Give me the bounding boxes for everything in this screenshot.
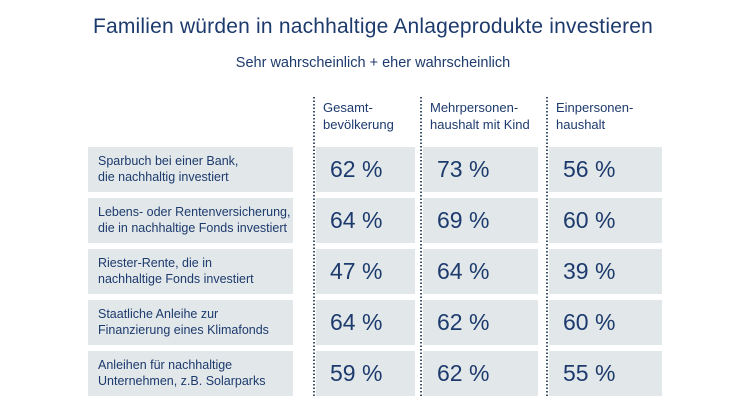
page-title: Familien würden in nachhaltige Anlagepro… bbox=[92, 15, 654, 38]
value-cell: 73 % bbox=[423, 147, 538, 192]
value-cell: 62 % bbox=[316, 147, 415, 192]
row-label: Anleihen für nachhaltige Unternehmen, z.… bbox=[88, 351, 293, 396]
value-cell: 62 % bbox=[423, 300, 538, 345]
table-row: Anleihen für nachhaltige Unternehmen, z.… bbox=[88, 351, 662, 396]
row-label: Riester-Rente, die in nachhaltige Fonds … bbox=[88, 249, 293, 294]
column-divider-dotted-line bbox=[313, 97, 315, 396]
value-cell: 60 % bbox=[549, 198, 662, 243]
table-row: Sparbuch bei einer Bank, die nachhaltig … bbox=[88, 147, 662, 192]
column-header-einpersonenhaushalt: Einpersonen- haushalt bbox=[556, 100, 634, 132]
column-divider-dotted-line bbox=[420, 97, 422, 396]
column-divider-dotted-line bbox=[546, 97, 548, 396]
column-header-gesamtbevoelkerung: Gesamt- bevölkerung bbox=[323, 100, 394, 132]
value-cell: 64 % bbox=[316, 198, 415, 243]
table-row: Staatliche Anleihe zur Finanzierung eine… bbox=[88, 300, 662, 345]
row-label: Sparbuch bei einer Bank, die nachhaltig … bbox=[88, 147, 293, 192]
value-cell: 56 % bbox=[549, 147, 662, 192]
table-row: Riester-Rente, die in nachhaltige Fonds … bbox=[88, 249, 662, 294]
value-cell: 59 % bbox=[316, 351, 415, 396]
value-cell: 55 % bbox=[549, 351, 662, 396]
value-cell: 69 % bbox=[423, 198, 538, 243]
value-cell: 60 % bbox=[549, 300, 662, 345]
value-cell: 39 % bbox=[549, 249, 662, 294]
value-cell: 64 % bbox=[316, 300, 415, 345]
row-label: Lebens- oder Rentenversicherung, die in … bbox=[88, 198, 293, 243]
table-row: Lebens- oder Rentenversicherung, die in … bbox=[88, 198, 662, 243]
page-subtitle: Sehr wahrscheinlich + eher wahrscheinlic… bbox=[235, 55, 511, 71]
value-cell: 64 % bbox=[423, 249, 538, 294]
row-label: Staatliche Anleihe zur Finanzierung eine… bbox=[88, 300, 293, 345]
value-cell: 62 % bbox=[423, 351, 538, 396]
value-cell: 47 % bbox=[316, 249, 415, 294]
column-header-mehrpersonenhaushalt: Mehrpersonen- haushalt mit Kind bbox=[430, 100, 530, 132]
